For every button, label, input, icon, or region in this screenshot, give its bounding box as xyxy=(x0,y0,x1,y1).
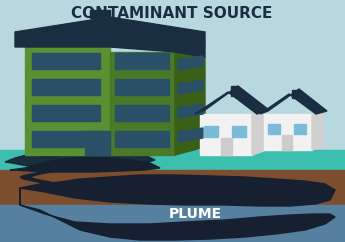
Bar xyxy=(294,124,306,134)
Text: PLUME: PLUME xyxy=(168,207,221,221)
Polygon shape xyxy=(252,110,264,155)
Polygon shape xyxy=(175,52,205,155)
Bar xyxy=(32,53,100,69)
Bar xyxy=(32,79,100,95)
Polygon shape xyxy=(20,175,335,240)
Bar xyxy=(0,170,345,205)
Bar xyxy=(231,86,237,96)
Bar xyxy=(268,124,280,134)
Bar xyxy=(232,126,246,137)
Polygon shape xyxy=(178,104,203,118)
Bar xyxy=(115,79,169,95)
Bar xyxy=(32,105,100,121)
Polygon shape xyxy=(30,132,69,157)
Text: CONTAMINANT SOURCE: CONTAMINANT SOURCE xyxy=(71,7,273,22)
Bar xyxy=(264,114,312,150)
Polygon shape xyxy=(312,111,323,150)
Bar xyxy=(292,90,297,98)
Polygon shape xyxy=(260,89,327,114)
Polygon shape xyxy=(5,147,155,169)
Bar xyxy=(90,10,110,18)
Bar xyxy=(204,126,218,137)
Polygon shape xyxy=(178,128,203,142)
Bar xyxy=(115,131,169,147)
Bar xyxy=(221,138,232,155)
Polygon shape xyxy=(15,32,205,57)
Polygon shape xyxy=(25,47,110,155)
Polygon shape xyxy=(195,86,269,114)
Bar xyxy=(200,114,252,155)
Polygon shape xyxy=(110,52,175,155)
Polygon shape xyxy=(178,80,203,94)
Bar xyxy=(85,131,110,155)
Bar xyxy=(282,135,292,150)
Bar xyxy=(0,150,345,170)
Polygon shape xyxy=(15,17,205,42)
Polygon shape xyxy=(178,56,203,70)
Polygon shape xyxy=(21,170,56,188)
Bar xyxy=(115,105,169,121)
Bar xyxy=(32,131,100,147)
Bar xyxy=(0,205,345,242)
Polygon shape xyxy=(10,157,160,172)
Bar xyxy=(115,53,169,69)
